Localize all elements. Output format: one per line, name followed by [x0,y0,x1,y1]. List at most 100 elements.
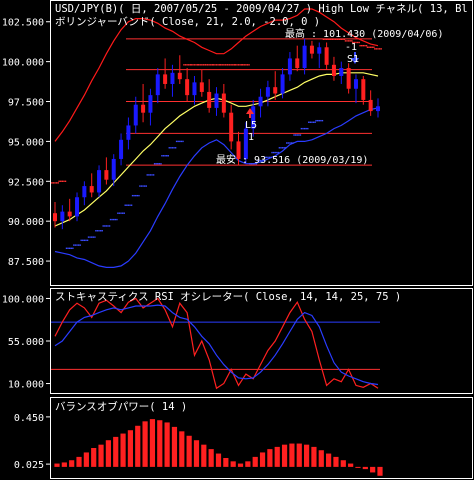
sar-dot [375,48,378,50]
sar-dot [274,151,276,154]
sar-dot [355,41,357,44]
sar-dot [342,38,344,40]
candle-body [273,87,278,94]
sar-dot [160,163,162,165]
bop-bar [355,466,361,468]
sar-dot [281,147,284,149]
sar-dot [153,163,156,165]
sar-dot [380,48,382,50]
sar-dot [234,64,237,66]
sar-dot [195,64,197,66]
sar-dot [368,46,370,48]
sar-dot [138,194,140,197]
candle-body [295,58,300,69]
sar-dot [300,127,303,130]
candle-body [317,47,322,54]
candle-body [236,141,241,159]
sar-dot [111,218,113,221]
bop-bar [259,452,266,467]
sar-dot [114,218,117,221]
sar-dot [161,155,163,157]
sar-dot [280,147,282,149]
sar-dot [126,204,128,206]
sar-dot [265,156,267,159]
candle-body [53,213,57,222]
sar-dot [233,64,236,66]
bop-bar [223,458,229,467]
sar-dot [277,151,280,154]
sar-dot [83,239,86,242]
sar-dot [94,236,96,238]
candle-body [368,99,373,112]
candle-body [361,79,366,100]
sar-dot [118,212,121,214]
sar-dot [359,44,361,47]
sar-dot [271,151,273,154]
sar-dot [95,230,97,232]
sar-dot [369,46,372,48]
sar-dot [186,64,188,66]
bop-bar [377,466,383,476]
stochastic-tick-label: 55.000 [8,337,44,348]
sar-dot [353,41,356,44]
sar-dot [102,225,104,227]
sar-dot [149,174,152,176]
sar-dot [349,40,351,42]
sar-dot [104,225,106,227]
bollinger-lower-line [54,107,379,268]
sar-dot [254,163,256,165]
sar-dot [302,127,304,130]
sar-dot [73,244,75,246]
bop-bar [311,446,317,467]
bop-bar [135,425,141,467]
sar-dot [263,159,265,162]
sar-dot [237,64,240,66]
sar-dot [54,182,56,184]
bop-bar [208,449,214,467]
sar-dot [162,155,165,157]
stochastic-tick-label: 100.000 [2,294,44,305]
candle-body [75,197,80,217]
bop-bar [54,463,60,467]
sar-dot [135,194,137,197]
sar-dot [278,147,281,149]
sar-dot [61,180,64,182]
bop-bar [267,449,273,467]
sar-dot [232,64,234,66]
sar-dot [143,185,146,187]
sar-dot [87,236,90,238]
bop-bar [69,460,75,467]
bop-bar [127,430,134,467]
sar-dot [190,64,192,66]
sar-dot [92,236,95,238]
sar-dot [321,119,324,122]
sar-dot [250,163,253,165]
bop-bar [142,421,148,467]
sar-dot [329,38,331,40]
bop-bar [348,463,354,467]
sar-dot [252,163,254,165]
l5-label-bottom: 1 [248,132,254,143]
price-tick-label: 100.000 [2,58,44,69]
candle-body [207,91,212,108]
sar-dot [127,204,130,206]
sar-dot [205,64,207,66]
stochastic-y-axis: 100.000 55.000 10.000 [2,294,51,391]
sar-dot [292,142,294,144]
sar-dot [371,46,373,48]
s1-label-top: -1 [345,42,357,53]
candle-body [104,170,109,180]
bop-bar [193,440,200,467]
sar-dot [223,64,225,66]
price-tick-label: 97.500 [8,98,44,109]
sar-dot [52,182,55,184]
sar-dot [374,48,376,50]
sar-dot [184,64,187,66]
sar-dot [180,140,183,143]
high-annotation: 最高 : 101.430 (2009/04/06) [285,27,443,40]
sar-dot [338,38,341,40]
sar-dot [204,64,206,66]
stochastic-title: ストキャスティクス RSI オシレーター( Close, 14, 14, 25,… [55,291,401,303]
sar-dot [263,156,266,159]
